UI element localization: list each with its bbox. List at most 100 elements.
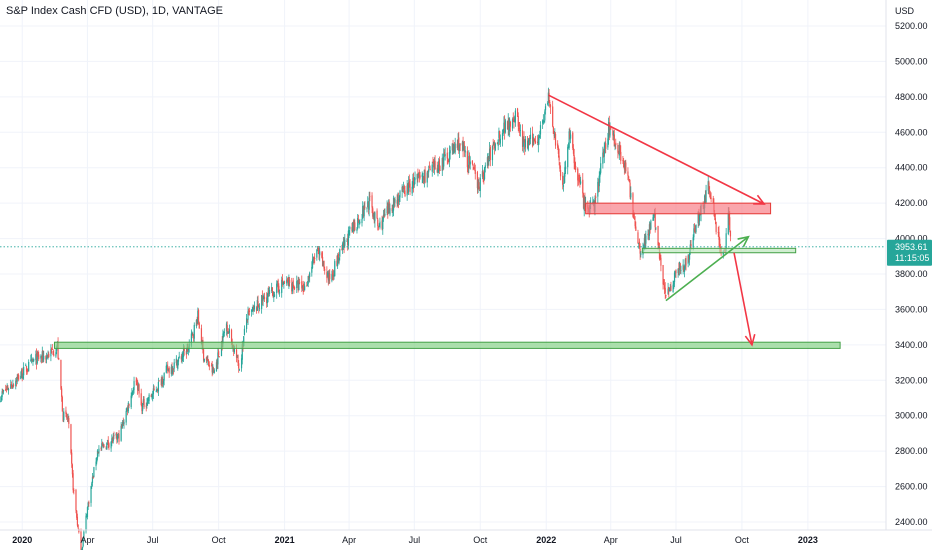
candle-body: [271, 287, 273, 292]
candle-body: [339, 249, 341, 257]
candle-body: [322, 261, 324, 267]
candle-body: [108, 443, 110, 448]
candle-body: [158, 380, 160, 382]
candle-body: [327, 274, 329, 280]
candle-body: [341, 248, 343, 251]
candle-body: [628, 179, 630, 183]
candle-body: [278, 292, 281, 294]
candle-body: [282, 283, 284, 285]
candle-body: [22, 376, 24, 379]
candle-body: [122, 421, 124, 425]
candle-body: [292, 280, 294, 286]
candle-body: [248, 310, 250, 312]
candle-body: [418, 171, 420, 177]
candle-body: [403, 186, 405, 190]
candle-body: [294, 287, 296, 289]
candle-body: [567, 146, 569, 168]
candle-body: [539, 125, 542, 135]
rising-trendline[interactable]: [665, 236, 749, 302]
candle-body: [653, 214, 655, 217]
candle-body: [548, 92, 550, 103]
candle-body: [283, 282, 285, 284]
candle-body: [662, 264, 664, 285]
candle-body: [433, 161, 435, 168]
resistance-zone[interactable]: [585, 202, 772, 215]
candle-body: [324, 269, 326, 271]
candle-body: [180, 356, 182, 360]
candle-body: [321, 256, 324, 267]
candle-body: [86, 507, 89, 517]
neckline-zone[interactable]: [641, 247, 797, 254]
candle-body: [497, 139, 499, 146]
candle-body: [514, 110, 516, 123]
candle-body: [509, 121, 511, 127]
candle-body: [492, 143, 494, 146]
candle-body: [155, 390, 157, 392]
candle-body: [602, 152, 604, 164]
candle-body: [580, 181, 582, 184]
candle-body: [411, 186, 413, 194]
candle-body: [143, 398, 145, 407]
candle-body: [86, 516, 88, 518]
candle-body: [286, 279, 289, 282]
candle-body: [673, 282, 675, 285]
candle-body: [6, 387, 8, 389]
candle-body: [496, 142, 499, 145]
candle-body: [326, 273, 329, 277]
candle-body: [413, 181, 415, 186]
candle-body: [644, 237, 646, 245]
candle-body: [635, 226, 637, 231]
candle-body: [218, 356, 220, 358]
support-zone[interactable]: [53, 341, 841, 349]
candle-body: [35, 354, 37, 360]
candle-body: [126, 408, 129, 411]
candle-body: [319, 251, 321, 256]
candle-body: [727, 212, 729, 234]
candle-body: [31, 359, 33, 361]
candle-body: [26, 370, 28, 372]
candle-body: [0, 397, 3, 401]
candle-body: [258, 305, 260, 308]
candle-body: [321, 252, 323, 258]
candle-body: [166, 366, 168, 368]
candle-body: [316, 249, 318, 258]
candle-body: [434, 160, 436, 170]
candle-body: [318, 249, 320, 255]
descending-trendline[interactable]: [548, 94, 765, 205]
candle-body: [407, 182, 410, 192]
candle-body: [384, 213, 386, 216]
candle-body: [532, 133, 534, 147]
candle-body: [17, 375, 19, 377]
candle-body: [273, 295, 275, 298]
candle-body: [368, 197, 370, 210]
candle-body: [637, 232, 639, 244]
candle-body: [207, 358, 209, 361]
candle-body: [32, 361, 34, 363]
candle-body: [163, 373, 165, 381]
candle-body: [604, 145, 606, 148]
candle-body: [105, 447, 107, 449]
candle-body: [424, 169, 426, 183]
candle-body: [532, 137, 534, 146]
countdown-timer: 11:15:05: [895, 253, 929, 263]
candle-body: [187, 347, 190, 351]
projection-arrow[interactable]: [733, 252, 753, 346]
candle-body: [346, 240, 348, 242]
candle-body: [291, 283, 293, 292]
candle-body: [101, 443, 103, 448]
candle-body: [187, 346, 189, 352]
candle-body: [595, 196, 597, 199]
candle-body: [516, 108, 519, 117]
candle-body: [266, 296, 268, 303]
candle-body: [462, 140, 464, 151]
candle-body: [215, 362, 218, 372]
candle-body: [13, 384, 15, 386]
candle-body: [427, 170, 429, 172]
y-tick-label: 2600.00: [895, 482, 928, 492]
candle-body: [504, 122, 506, 134]
candle-body: [389, 208, 391, 215]
candle-body: [38, 354, 40, 360]
candle-body: [301, 281, 303, 289]
